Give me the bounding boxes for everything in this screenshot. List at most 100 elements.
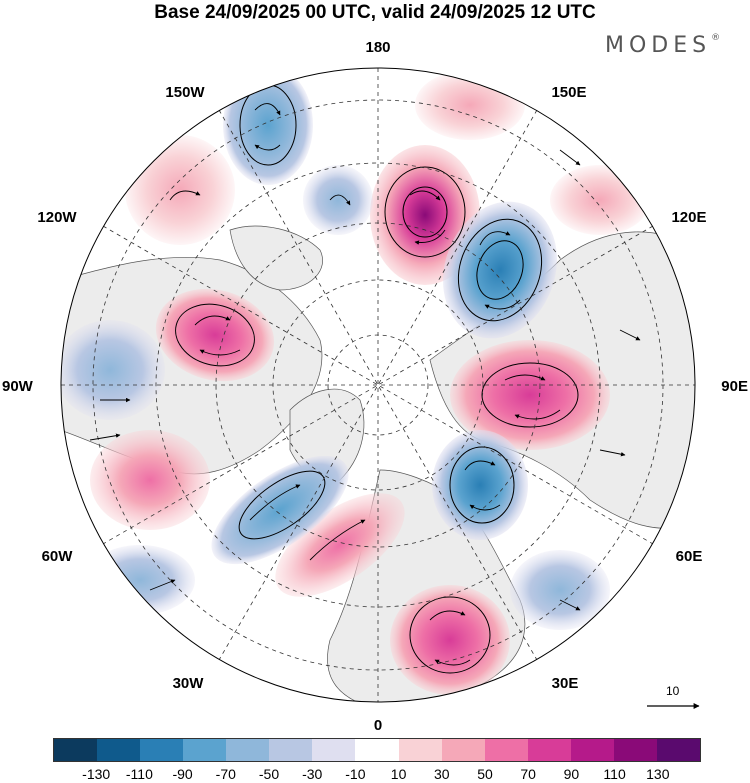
colorbar-bin bbox=[269, 739, 313, 761]
parallel-80n bbox=[327, 334, 429, 436]
wind-arrow bbox=[429, 610, 466, 621]
anom-positive-east bbox=[450, 340, 610, 450]
wind-arrow bbox=[309, 519, 366, 561]
colorbar-tick-label: 70 bbox=[520, 766, 536, 782]
contour-ne bbox=[457, 218, 543, 322]
colorbar-bin bbox=[97, 739, 141, 761]
colorbar-tick-label: -110 bbox=[125, 766, 153, 782]
lon-label-150e: 150E bbox=[551, 84, 586, 101]
lon-label-60e: 60E bbox=[676, 548, 703, 565]
colorbar-bin bbox=[226, 739, 270, 761]
colorbar bbox=[53, 738, 701, 762]
graticule bbox=[61, 68, 695, 702]
contour-ne-inner bbox=[476, 240, 524, 300]
anom-negative-west bbox=[61, 320, 165, 420]
registered-mark: ® bbox=[711, 32, 721, 43]
colorbar-tick-label: 30 bbox=[434, 766, 450, 782]
wind-arrow bbox=[149, 579, 176, 591]
colorbar-bin bbox=[54, 739, 98, 761]
meridian-60e-120w bbox=[102, 225, 654, 545]
wind-arrow bbox=[559, 599, 581, 611]
lon-label-90e: 90E bbox=[721, 378, 748, 395]
wind-arrow bbox=[484, 299, 521, 310]
lon-label-150w: 150W bbox=[165, 84, 205, 101]
wind-arrow bbox=[249, 484, 301, 521]
anom-negative-southeast-2 bbox=[510, 550, 610, 630]
colorbar-tick-label: 90 bbox=[563, 766, 580, 782]
wind-arrow bbox=[169, 190, 201, 201]
contour-west bbox=[175, 303, 255, 367]
anom-negative-north-2 bbox=[303, 165, 373, 235]
colorbar-tick-label: 10 bbox=[390, 766, 407, 782]
wind-arrows bbox=[89, 103, 641, 666]
colorbar-bin bbox=[312, 739, 356, 761]
wind-arrow bbox=[414, 229, 446, 245]
colorbar-bin bbox=[570, 739, 614, 761]
polar-map: 180 0 90W 90E 150W 120W 60W 30W 150E 120… bbox=[2, 39, 748, 734]
colorbar-bin bbox=[441, 739, 485, 761]
colorbar-tick-label: -130 bbox=[82, 766, 111, 782]
anom-negative-ne bbox=[443, 201, 557, 339]
wind-arrow bbox=[469, 504, 501, 511]
wind-arrow bbox=[89, 433, 121, 441]
parallel-50n bbox=[155, 162, 601, 608]
contour-south bbox=[409, 596, 491, 674]
contour-se bbox=[449, 446, 515, 524]
anom-positive-atlantic bbox=[90, 430, 210, 530]
contour-east bbox=[481, 362, 579, 428]
parallel-60n bbox=[215, 222, 541, 548]
colorbar-tick-label: 110 bbox=[603, 766, 626, 782]
parallel-40n bbox=[92, 99, 664, 671]
anom-positive-top bbox=[415, 70, 525, 140]
wind-arrow bbox=[199, 349, 241, 356]
colorbar-bin bbox=[527, 739, 571, 761]
wind-arrow bbox=[599, 449, 626, 457]
parallel-70n bbox=[272, 279, 484, 491]
lon-label-30w: 30W bbox=[173, 675, 205, 692]
land-alaska bbox=[229, 225, 323, 291]
lon-label-30e: 30E bbox=[552, 675, 579, 692]
colorbar-tick-label: 130 bbox=[646, 766, 670, 782]
anom-positive-south bbox=[390, 585, 510, 695]
wind-arrow bbox=[479, 231, 511, 246]
anom-negative-southwest-2 bbox=[85, 545, 195, 615]
wind-arrow bbox=[559, 149, 581, 166]
wind-arrow bbox=[434, 659, 471, 666]
colorbar-bin bbox=[398, 739, 442, 761]
lon-label-0: 0 bbox=[374, 717, 382, 734]
colorbar-bin bbox=[613, 739, 657, 761]
anom-positive-south-central bbox=[275, 493, 405, 597]
wind-arrow bbox=[194, 315, 231, 326]
lon-label-60w: 60W bbox=[42, 548, 74, 565]
wind-arrow bbox=[514, 409, 561, 420]
lon-label-90w: 90W bbox=[2, 378, 34, 395]
colorbar-tick-label: -30 bbox=[302, 766, 323, 782]
colorbar-tick-label: 50 bbox=[477, 766, 493, 782]
meridian-150e-30w bbox=[218, 109, 538, 661]
map-title: Base 24/09/2025 00 UTC, valid 24/09/2025… bbox=[154, 2, 596, 23]
contour-layer bbox=[175, 84, 579, 674]
wind-arrow bbox=[504, 374, 546, 381]
wind-arrow bbox=[329, 194, 351, 206]
brand-logo: MODES® bbox=[605, 33, 720, 58]
wind-arrow bbox=[254, 144, 281, 151]
colorbar-tick-label: -70 bbox=[215, 766, 236, 782]
meridian-120e-60w bbox=[102, 225, 654, 545]
contour-sw bbox=[238, 470, 326, 540]
lon-label-120e: 120E bbox=[671, 209, 706, 226]
colorbar-tick-label: -10 bbox=[345, 766, 366, 782]
anom-positive-pacific bbox=[125, 135, 235, 245]
colorbar-bin bbox=[484, 739, 528, 761]
contour-north-inner bbox=[402, 186, 448, 238]
contour-north bbox=[384, 166, 466, 258]
anom-negative-nw bbox=[223, 68, 313, 185]
lon-label-180: 180 bbox=[365, 39, 390, 56]
wind-arrow bbox=[619, 329, 641, 341]
colorbar-tick-label: -50 bbox=[258, 766, 280, 782]
colorbar-tick-label: -90 bbox=[172, 766, 193, 782]
wind-arrow bbox=[254, 103, 281, 116]
colorbar-bin bbox=[183, 739, 227, 761]
wind-arrow bbox=[409, 190, 441, 201]
colorbar-bin bbox=[656, 739, 700, 761]
map-border bbox=[60, 67, 696, 703]
